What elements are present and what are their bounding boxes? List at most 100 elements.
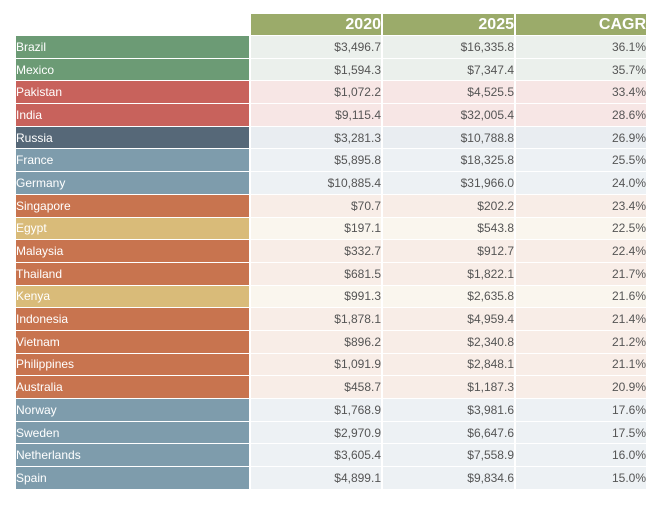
cagr-cell: 25.5% — [514, 148, 646, 172]
table-row: Thailand $681.5 $1,822.1 21.7% — [16, 261, 646, 285]
cagr-cell: 28.6% — [514, 103, 646, 126]
cagr-cell: 35.7% — [514, 57, 646, 81]
table-row: Germany $10,885.4 $31,966.0 24.0% — [16, 171, 646, 194]
cagr-cell: 26.9% — [514, 125, 646, 149]
value-2020-cell: $3,281.3 — [249, 125, 381, 149]
value-2020-cell: $9,115.4 — [249, 103, 381, 126]
value-2025-cell: $1,822.1 — [381, 261, 514, 285]
value-2025-cell: $9,834.6 — [381, 466, 514, 489]
value-2025-cell: $6,647.6 — [381, 420, 514, 444]
value-2025-cell: $202.2 — [381, 193, 514, 217]
table-row: Kenya $991.3 $2,635.8 21.6% — [16, 284, 646, 308]
cagr-cell: 21.7% — [514, 261, 646, 285]
cagr-cell: 21.6% — [514, 284, 646, 308]
header-2025: 2025 — [381, 14, 514, 35]
cagr-cell: 21.1% — [514, 352, 646, 376]
value-2020-cell: $1,091.9 — [249, 352, 381, 376]
country-cell: Mexico — [16, 57, 249, 81]
value-2025-cell: $912.7 — [381, 239, 514, 262]
cagr-cell: 20.9% — [514, 375, 646, 398]
value-2020-cell: $3,496.7 — [249, 35, 381, 58]
country-cell: Thailand — [16, 261, 249, 285]
country-cell: Sweden — [16, 420, 249, 444]
table-row: Singapore $70.7 $202.2 23.4% — [16, 193, 646, 217]
value-2020-cell: $1,594.3 — [249, 57, 381, 81]
table-row: Australia $458.7 $1,187.3 20.9% — [16, 375, 646, 398]
header-blank-cell — [16, 14, 249, 35]
value-2020-cell: $991.3 — [249, 284, 381, 308]
cagr-cell: 16.0% — [514, 443, 646, 467]
country-cell: Kenya — [16, 284, 249, 308]
value-2025-cell: $2,340.8 — [381, 329, 514, 353]
table-row: Malaysia $332.7 $912.7 22.4% — [16, 239, 646, 262]
value-2020-cell: $1,878.1 — [249, 307, 381, 330]
value-2025-cell: $7,347.4 — [381, 57, 514, 81]
cagr-cell: 22.5% — [514, 216, 646, 240]
value-2020-cell: $4,899.1 — [249, 466, 381, 489]
value-2025-cell: $31,966.0 — [381, 171, 514, 194]
cagr-cell: 24.0% — [514, 171, 646, 194]
value-2025-cell: $16,335.8 — [381, 35, 514, 58]
cagr-cell: 23.4% — [514, 193, 646, 217]
value-2020-cell: $197.1 — [249, 216, 381, 240]
value-2020-cell: $458.7 — [249, 375, 381, 398]
value-2025-cell: $2,848.1 — [381, 352, 514, 376]
value-2025-cell: $18,325.8 — [381, 148, 514, 172]
value-2025-cell: $543.8 — [381, 216, 514, 240]
table-row: Pakistan $1,072.2 $4,525.5 33.4% — [16, 80, 646, 104]
country-cell: Indonesia — [16, 307, 249, 330]
country-cell: Brazil — [16, 35, 249, 58]
value-2020-cell: $3,605.4 — [249, 443, 381, 467]
cagr-cell: 17.6% — [514, 398, 646, 421]
country-cell: Vietnam — [16, 329, 249, 353]
value-2020-cell: $1,072.2 — [249, 80, 381, 104]
table-row: Russia $3,281.3 $10,788.8 26.9% — [16, 125, 646, 149]
country-cell: Singapore — [16, 193, 249, 217]
cagr-cell: 33.4% — [514, 80, 646, 104]
value-2025-cell: $2,635.8 — [381, 284, 514, 308]
country-cell: India — [16, 103, 249, 126]
table-row: France $5,895.8 $18,325.8 25.5% — [16, 148, 646, 172]
table-row: Netherlands $3,605.4 $7,558.9 16.0% — [16, 443, 646, 467]
table-row: India $9,115.4 $32,005.4 28.6% — [16, 103, 646, 126]
table-row: Sweden $2,970.9 $6,647.6 17.5% — [16, 420, 646, 444]
header-2020: 2020 — [249, 14, 381, 35]
country-cell: France — [16, 148, 249, 172]
table-row: Egypt $197.1 $543.8 22.5% — [16, 216, 646, 240]
country-cell: Russia — [16, 125, 249, 149]
value-2020-cell: $332.7 — [249, 239, 381, 262]
table-row: Spain $4,899.1 $9,834.6 15.0% — [16, 466, 646, 489]
value-2025-cell: $32,005.4 — [381, 103, 514, 126]
cagr-cell: 21.2% — [514, 329, 646, 353]
value-2025-cell: $1,187.3 — [381, 375, 514, 398]
value-2020-cell: $10,885.4 — [249, 171, 381, 194]
value-2025-cell: $4,525.5 — [381, 80, 514, 104]
value-2020-cell: $681.5 — [249, 261, 381, 285]
country-cell: Germany — [16, 171, 249, 194]
table-row: Norway $1,768.9 $3,981.6 17.6% — [16, 398, 646, 421]
cagr-cell: 36.1% — [514, 35, 646, 58]
value-2020-cell: $70.7 — [249, 193, 381, 217]
table-row: Mexico $1,594.3 $7,347.4 35.7% — [16, 57, 646, 81]
table-body: Brazil $3,496.7 $16,335.8 36.1% Mexico $1,594… — [16, 35, 646, 489]
value-2020-cell: $896.2 — [249, 329, 381, 353]
data-table: 2020 2025 CAGR Brazil $3,496.7 $16,335.8 36… — [16, 14, 646, 489]
country-cell: Spain — [16, 466, 249, 489]
cagr-cell: 21.4% — [514, 307, 646, 330]
value-2025-cell: $10,788.8 — [381, 125, 514, 149]
country-cell: Malaysia — [16, 239, 249, 262]
value-2020-cell: $2,970.9 — [249, 420, 381, 444]
cagr-cell: 22.4% — [514, 239, 646, 262]
value-2025-cell: $7,558.9 — [381, 443, 514, 467]
cagr-cell: 15.0% — [514, 466, 646, 489]
value-2025-cell: $4,959.4 — [381, 307, 514, 330]
value-2020-cell: $5,895.8 — [249, 148, 381, 172]
table-row: Indonesia $1,878.1 $4,959.4 21.4% — [16, 307, 646, 330]
country-cell: Norway — [16, 398, 249, 421]
value-2020-cell: $1,768.9 — [249, 398, 381, 421]
cagr-cell: 17.5% — [514, 420, 646, 444]
country-cell: Pakistan — [16, 80, 249, 104]
country-cell: Philippines — [16, 352, 249, 376]
table-row: Brazil $3,496.7 $16,335.8 36.1% — [16, 35, 646, 58]
country-cell: Netherlands — [16, 443, 249, 467]
